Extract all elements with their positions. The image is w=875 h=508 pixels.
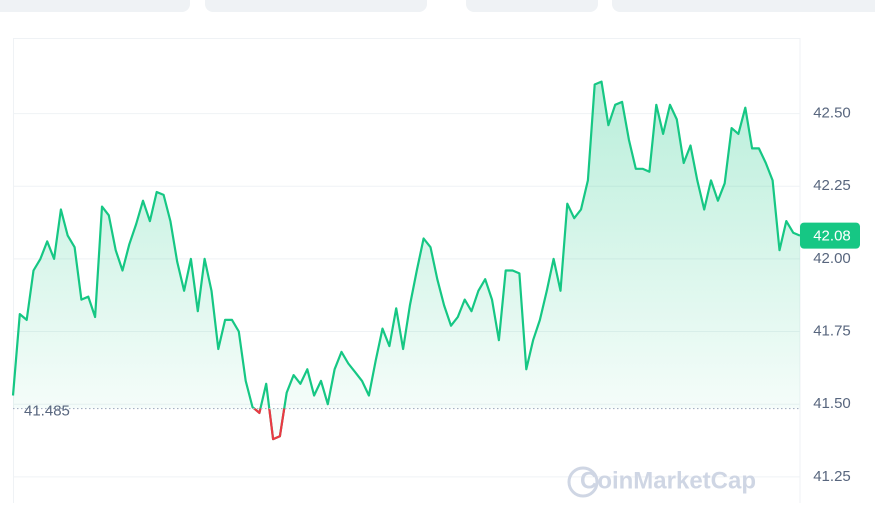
- y-tick-label: 41.25: [813, 468, 851, 485]
- y-tick-label: 41.75: [813, 323, 851, 340]
- tab-button[interactable]: [612, 0, 875, 12]
- baseline-label: 41.485: [24, 403, 70, 420]
- tab-button[interactable]: [205, 0, 427, 12]
- tab-button[interactable]: [0, 0, 190, 12]
- y-tick-label: 41.50: [813, 395, 851, 412]
- y-tick-label: 42.00: [813, 250, 851, 267]
- price-line: [11, 80, 801, 441]
- tab-button[interactable]: [466, 0, 598, 12]
- watermark-logo: [567, 466, 599, 498]
- y-tick-label: 42.25: [813, 177, 851, 194]
- current-price-label: 42.08: [813, 228, 851, 245]
- plot: [11, 80, 801, 441]
- y-tick-label: 42.50: [813, 105, 851, 122]
- area-fill: [13, 81, 800, 440]
- watermark: CoinMarketCap: [580, 467, 756, 494]
- current-price-tag: [800, 222, 860, 249]
